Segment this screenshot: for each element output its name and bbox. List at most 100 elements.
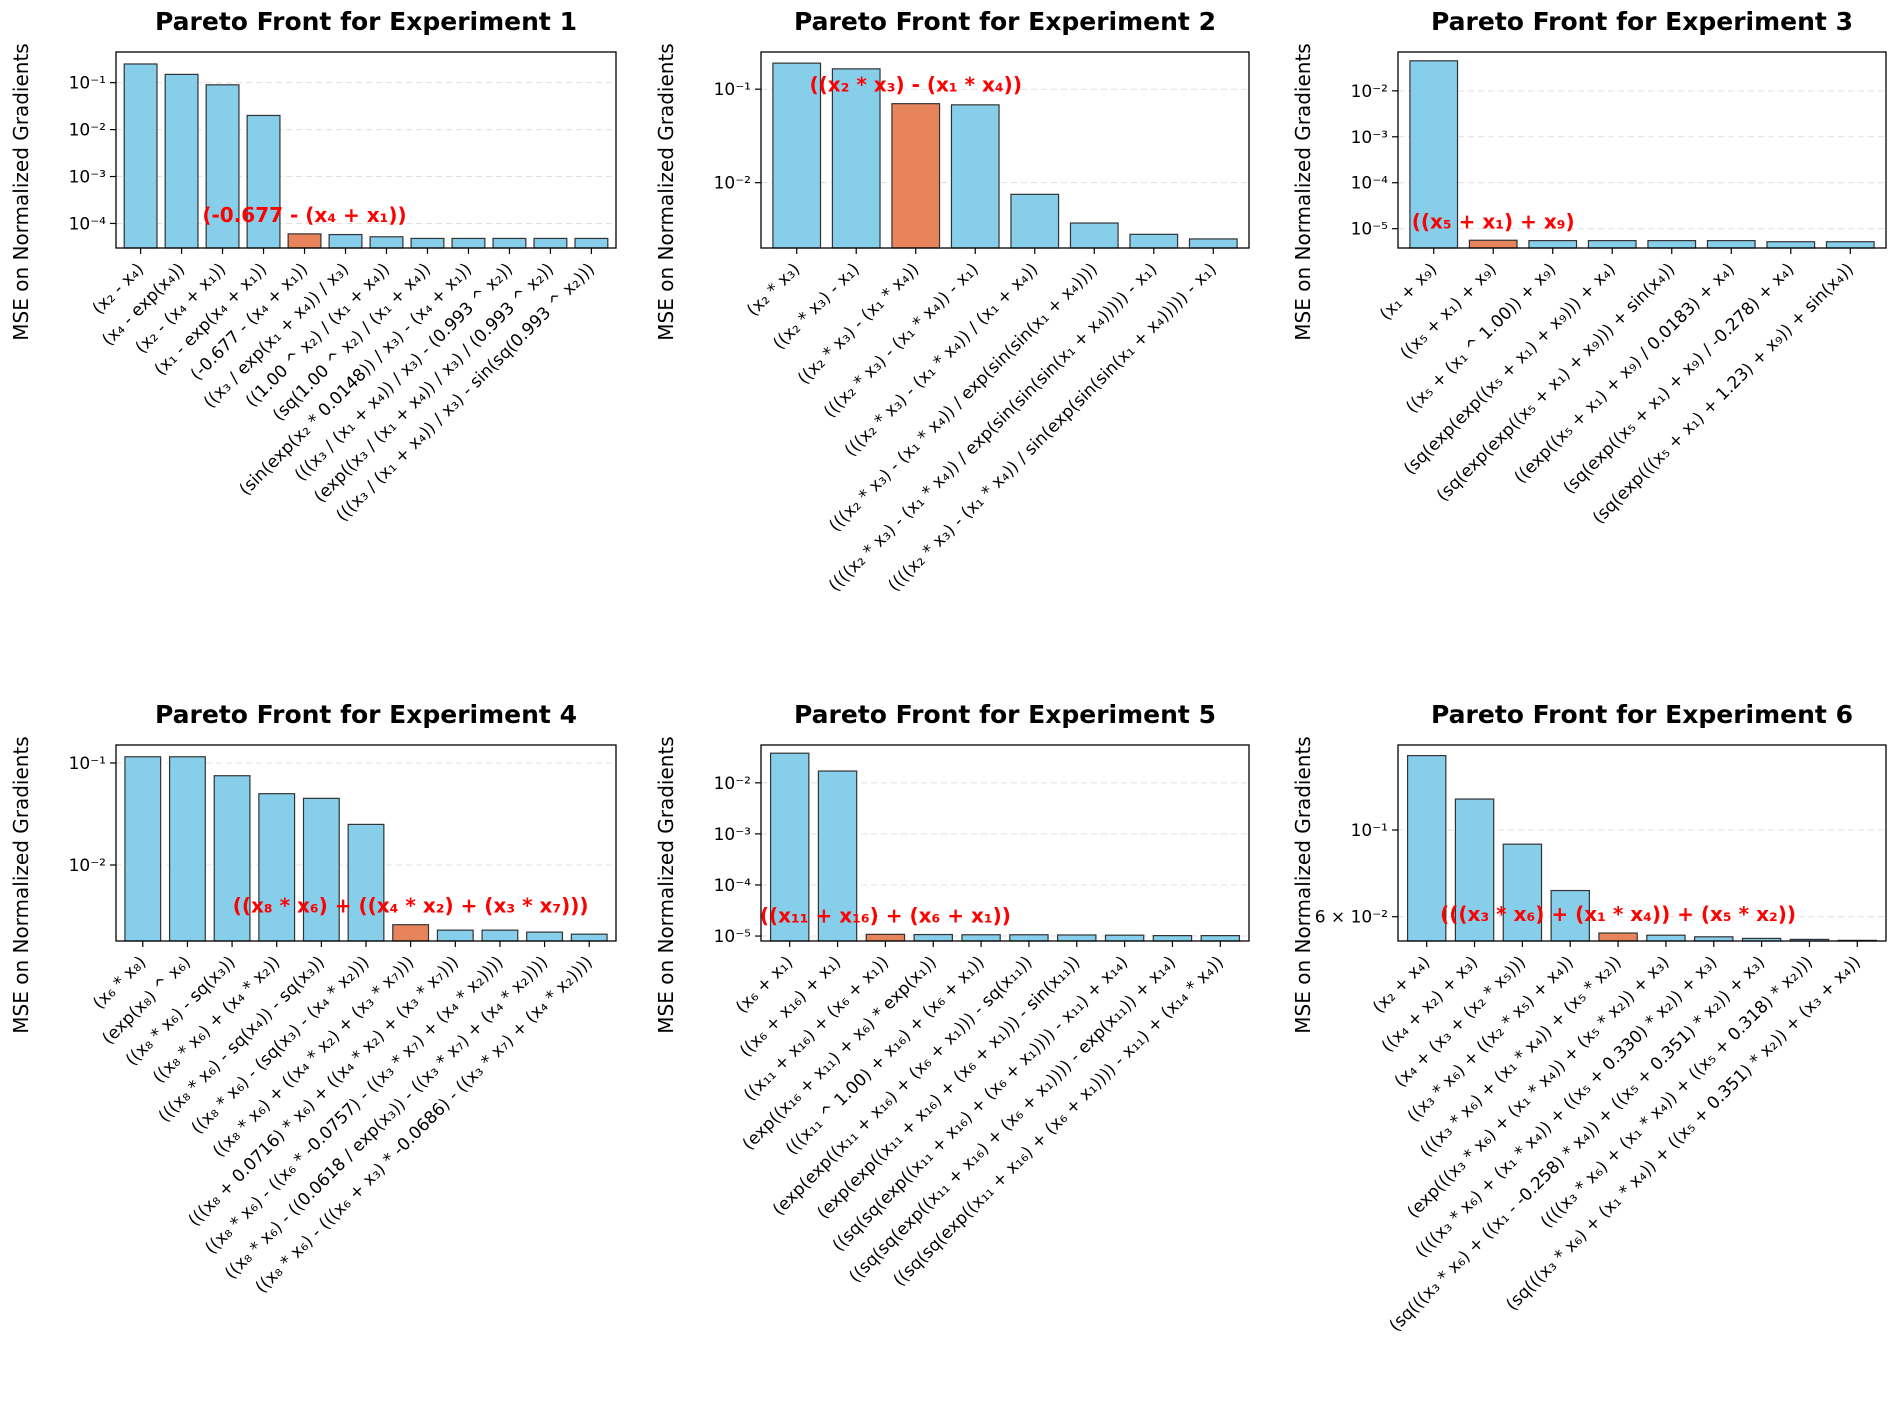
bar bbox=[1152, 935, 1193, 942]
best-expression-label: ((x₂ * x₃) - (x₁ * x₄)) bbox=[809, 73, 1021, 97]
bar bbox=[1188, 238, 1238, 249]
chart-panel-6: Pareto Front for Experiment 6 MSE on Norm… bbox=[1291, 700, 1887, 1336]
bar bbox=[1646, 934, 1686, 942]
bar bbox=[124, 756, 162, 942]
y-axis-label: MSE on Normalized Gradients bbox=[9, 43, 33, 340]
bar bbox=[1200, 935, 1241, 942]
bar bbox=[213, 775, 251, 942]
y-tick-label: 10⁻⁴ bbox=[69, 214, 107, 234]
bar bbox=[1129, 233, 1179, 249]
bar bbox=[1550, 889, 1590, 942]
x-tick-label: (x₂ * x₃) bbox=[743, 259, 804, 320]
bar bbox=[1009, 934, 1049, 942]
plot-frame bbox=[1397, 51, 1887, 249]
chart-panel-4: Pareto Front for Experiment 4 MSE on Norm… bbox=[9, 700, 617, 1297]
y-axis-label: MSE on Normalized Gradients bbox=[1291, 736, 1315, 1033]
plot-frame bbox=[1397, 744, 1887, 942]
bar bbox=[1766, 241, 1816, 249]
bar bbox=[410, 237, 445, 249]
chart-panel-2: Pareto Front for Experiment 2 MSE on Norm… bbox=[654, 7, 1250, 596]
best-bar bbox=[1598, 932, 1638, 942]
bar bbox=[481, 929, 519, 942]
bar bbox=[1587, 240, 1637, 249]
y-tick-label: 10⁻³ bbox=[1351, 128, 1388, 148]
bar bbox=[574, 237, 609, 249]
bar bbox=[1454, 798, 1495, 942]
chart-title: Pareto Front for Experiment 5 bbox=[794, 700, 1216, 729]
bar bbox=[246, 114, 281, 249]
y-tick-label: 10⁻¹ bbox=[69, 754, 106, 774]
y-tick-label: 10⁻² bbox=[714, 774, 751, 794]
bar bbox=[570, 933, 608, 942]
bar bbox=[123, 63, 158, 249]
plot-frame bbox=[760, 744, 1250, 942]
y-tick-label: 10⁻¹ bbox=[714, 80, 751, 100]
bar bbox=[1647, 240, 1697, 249]
y-tick-label: 10⁻¹ bbox=[69, 74, 106, 94]
y-tick-label: 10⁻⁴ bbox=[1351, 174, 1389, 194]
bar bbox=[913, 933, 953, 942]
best-bar bbox=[865, 933, 906, 942]
bar bbox=[950, 104, 1000, 249]
bar bbox=[1409, 60, 1459, 249]
bar bbox=[451, 237, 486, 249]
best-bar bbox=[891, 103, 941, 249]
y-tick-label: 10⁻¹ bbox=[1351, 821, 1388, 841]
bar bbox=[1502, 843, 1543, 942]
plot-frame bbox=[115, 51, 617, 249]
bar bbox=[526, 931, 564, 942]
chart-title: Pareto Front for Experiment 6 bbox=[1431, 700, 1853, 729]
chart-title: Pareto Front for Experiment 1 bbox=[155, 7, 577, 36]
plot-frame bbox=[760, 51, 1250, 249]
best-bar bbox=[287, 233, 322, 249]
y-tick-label: 10⁻³ bbox=[714, 825, 751, 845]
y-tick-label: 10⁻² bbox=[1351, 82, 1388, 102]
plot-frame bbox=[115, 744, 617, 942]
best-expression-label: ((x₈ * x₆) + ((x₄ * x₂) + (x₃ * x₇))) bbox=[233, 894, 589, 918]
x-tick-label: ((exp((x₅ + x₁) + x₉) / 0.0183) + x₄) bbox=[1511, 259, 1739, 487]
best-expression-label: ((x₅ + x₁) + x₉) bbox=[1412, 209, 1575, 233]
bar bbox=[168, 756, 206, 942]
best-expression-label: (-0.677 - (x₄ + x₁)) bbox=[202, 203, 406, 227]
bar bbox=[1528, 240, 1578, 249]
y-tick-label: 10⁻⁵ bbox=[1351, 220, 1388, 240]
bar bbox=[258, 793, 296, 942]
best-bar bbox=[392, 924, 430, 942]
bar bbox=[1069, 222, 1119, 249]
y-axis-label: MSE on Normalized Gradients bbox=[654, 43, 678, 340]
y-tick-label: 10⁻⁴ bbox=[714, 876, 752, 896]
bar bbox=[205, 84, 240, 249]
bar bbox=[347, 823, 385, 942]
chart-title: Pareto Front for Experiment 2 bbox=[794, 7, 1216, 36]
bar bbox=[369, 236, 404, 249]
bar bbox=[1825, 241, 1875, 249]
chart-title: Pareto Front for Experiment 4 bbox=[155, 700, 577, 729]
x-tick-label: (sq(exp(exp((x₅ + x₁) + x₉))) + x₄) bbox=[1400, 259, 1620, 479]
bar bbox=[533, 237, 568, 249]
bar bbox=[164, 73, 199, 249]
bar bbox=[1010, 193, 1060, 249]
best-expression-label: (((x₃ * x₆) + (x₁ * x₄)) + (x₅ * x₂)) bbox=[1440, 902, 1796, 926]
best-bar bbox=[1468, 239, 1518, 249]
chart-panel-5: Pareto Front for Experiment 5 MSE on Norm… bbox=[654, 700, 1250, 1291]
y-tick-label: 6 × 10⁻² bbox=[1315, 908, 1388, 928]
y-tick-label: 10⁻² bbox=[69, 121, 106, 141]
bar bbox=[1104, 934, 1145, 942]
y-tick-label: 10⁻³ bbox=[69, 168, 106, 188]
bar bbox=[831, 68, 881, 249]
y-tick-label: 10⁻² bbox=[69, 856, 106, 876]
bar bbox=[492, 237, 527, 249]
y-axis-label: MSE on Normalized Gradients bbox=[654, 736, 678, 1033]
best-expression-label: ((x₁₁ + x₁₆) + (x₆ + x₁)) bbox=[760, 903, 1011, 927]
y-axis-label: MSE on Normalized Gradients bbox=[1291, 43, 1315, 340]
bar bbox=[961, 934, 1001, 942]
chart-panel-3: Pareto Front for Experiment 3 MSE on Norm… bbox=[1291, 7, 1887, 528]
bar bbox=[302, 797, 340, 942]
y-axis-label: MSE on Normalized Gradients bbox=[9, 736, 33, 1033]
bar bbox=[436, 929, 474, 942]
bar bbox=[328, 233, 363, 249]
chart-title: Pareto Front for Experiment 3 bbox=[1431, 7, 1853, 36]
bar bbox=[1057, 934, 1097, 942]
bar bbox=[1706, 240, 1756, 249]
